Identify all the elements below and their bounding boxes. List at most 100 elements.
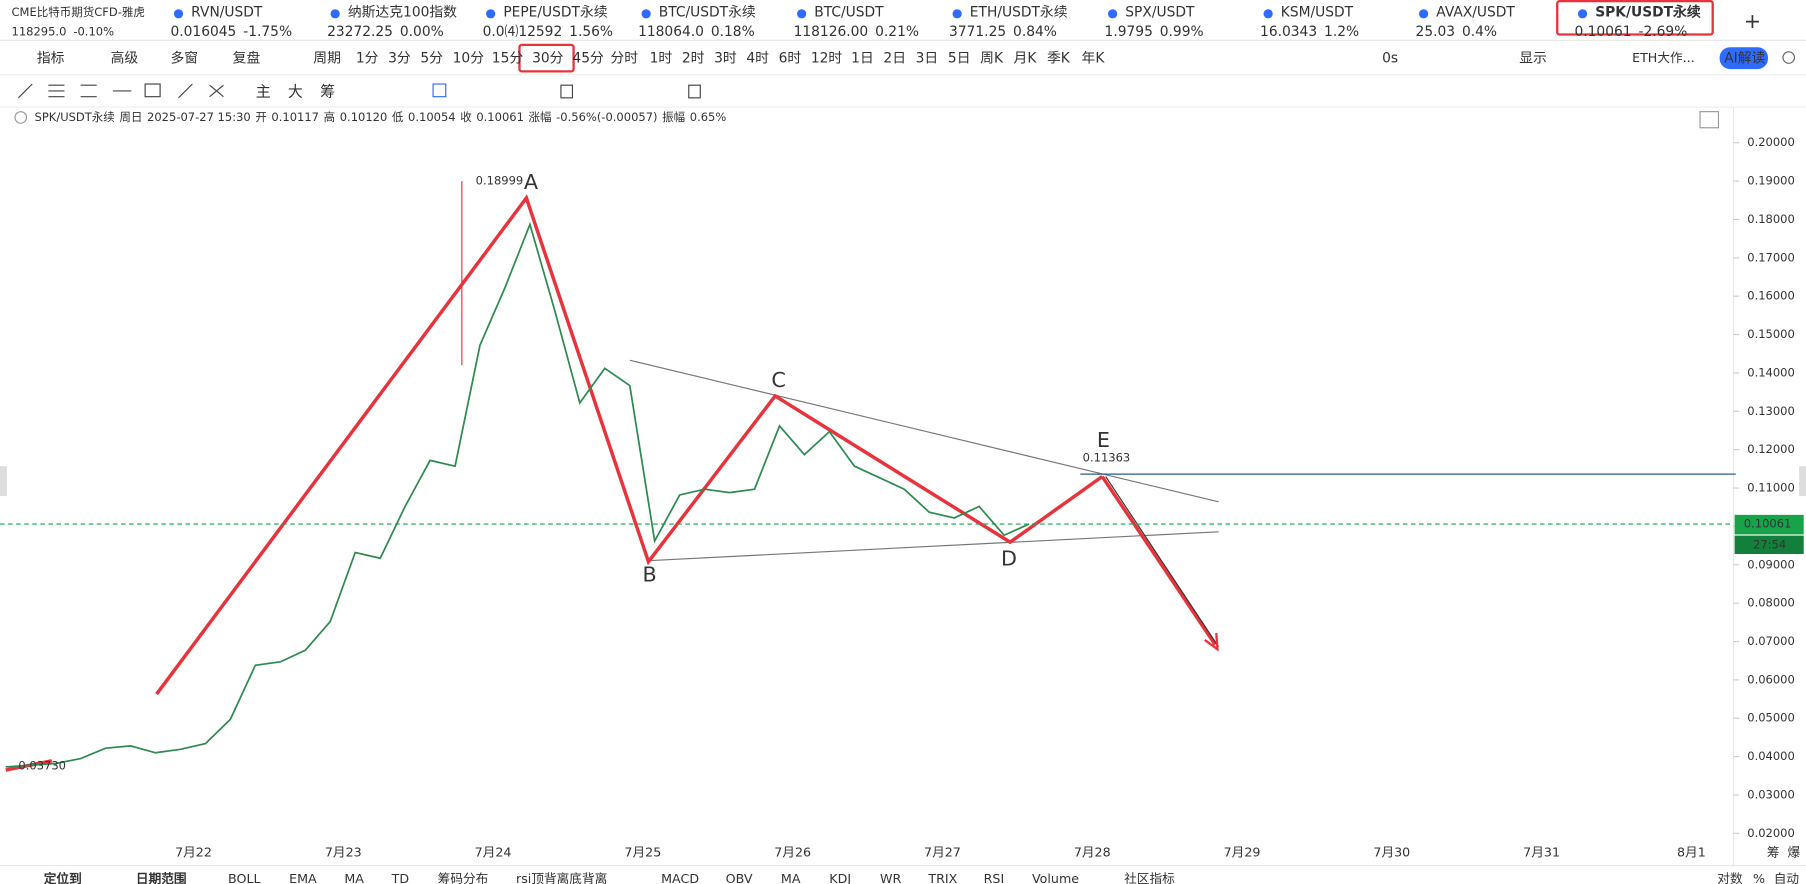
toolbar-item[interactable]: 1分 bbox=[356, 51, 379, 67]
ticker-name[interactable]: BTC/USDT bbox=[814, 5, 884, 21]
ticker-name[interactable]: SPK/USDT永续 bbox=[1595, 4, 1701, 21]
toolbar-item[interactable]: 年K bbox=[1082, 51, 1106, 67]
ticker-change[interactable]: 0.4% bbox=[1462, 24, 1497, 40]
ticker-price[interactable]: 0.0⑷12592 bbox=[483, 24, 563, 40]
tool[interactable]: 大 bbox=[288, 83, 303, 101]
ticker-name[interactable]: 纳斯达克100指数 bbox=[348, 5, 457, 21]
toolbar-item[interactable]: 45分 bbox=[572, 51, 604, 67]
toolbar-item[interactable]: 5分 bbox=[420, 51, 443, 67]
toolbar-item[interactable]: 3日 bbox=[916, 51, 939, 67]
toolbar-item[interactable]: 多窗 bbox=[170, 50, 198, 67]
ticker-change[interactable]: 0.99% bbox=[1160, 24, 1204, 40]
tool[interactable]: 筹 bbox=[320, 83, 335, 101]
bottom-left[interactable]: 定位到 bbox=[44, 871, 82, 884]
sub-indicator[interactable]: 社区指标 bbox=[1124, 871, 1175, 884]
bottom-right[interactable]: 对数 bbox=[1717, 871, 1743, 884]
ticker-change[interactable]: -2.69% bbox=[1638, 24, 1687, 40]
toolbar-item[interactable]: 12时 bbox=[811, 51, 843, 67]
ticker-name[interactable]: PEPE/USDT永续 bbox=[503, 5, 607, 21]
left-handle[interactable] bbox=[0, 466, 7, 497]
toolbar-item[interactable]: 高级 bbox=[111, 50, 139, 67]
toolbar-item[interactable]: 3时 bbox=[714, 51, 737, 67]
toolbar-item[interactable]: 3分 bbox=[388, 51, 411, 67]
toolbar-item[interactable]: 周K bbox=[980, 51, 1004, 67]
indicator[interactable]: EMA bbox=[289, 871, 317, 884]
toolbar-item[interactable]: 分时 bbox=[610, 51, 638, 67]
toolbar-item[interactable]: 4时 bbox=[746, 51, 769, 67]
ticker-price[interactable]: 3771.25 bbox=[949, 24, 1006, 40]
right-handle[interactable] bbox=[1799, 466, 1806, 497]
indicator[interactable]: TD bbox=[391, 871, 409, 884]
toolbar-item[interactable]: 15分 bbox=[492, 51, 524, 67]
fullscreen-icon[interactable] bbox=[1699, 111, 1720, 129]
toolbar-item[interactable]: 2时 bbox=[682, 51, 705, 67]
sub-indicator[interactable]: OBV bbox=[726, 871, 753, 884]
ticker-change[interactable]: 0.21% bbox=[875, 24, 919, 40]
indicator[interactable]: 筹码分布 bbox=[438, 871, 489, 884]
ticker-price[interactable]: 118064.0 bbox=[638, 24, 704, 40]
sub-indicator[interactable]: MACD bbox=[661, 871, 699, 884]
ticker-change[interactable]: 0.18% bbox=[711, 24, 755, 40]
bottom-left[interactable]: 日期范围 bbox=[136, 871, 187, 884]
ticker-name[interactable]: AVAX/USDT bbox=[1436, 5, 1515, 21]
sub-indicator[interactable]: RSI bbox=[984, 871, 1005, 884]
ticker-price[interactable]: 1.9795 bbox=[1105, 24, 1153, 40]
toolbar-item[interactable]: 复盘 bbox=[233, 50, 261, 67]
indicator[interactable]: rsi顶背离底背离 bbox=[516, 871, 607, 884]
ticker-name[interactable]: RVN/USDT bbox=[191, 5, 263, 21]
toolbar-item[interactable]: 10分 bbox=[453, 51, 485, 67]
ticker-change[interactable]: -0.10% bbox=[73, 25, 114, 39]
ticker-name[interactable]: SPX/USDT bbox=[1125, 5, 1195, 21]
bottom-right[interactable]: 自动 bbox=[1774, 871, 1799, 884]
toolbar-right[interactable]: 0s bbox=[1382, 51, 1398, 67]
toolbar-item[interactable]: 6时 bbox=[779, 51, 802, 67]
ticker-price[interactable]: 0.016045 bbox=[170, 24, 236, 40]
ticker-icon bbox=[1108, 9, 1118, 19]
ticker-change[interactable]: 0.00% bbox=[400, 24, 444, 40]
toolbar-item[interactable]: 月K bbox=[1014, 51, 1038, 67]
toolbar-right[interactable]: AI解读 bbox=[1724, 51, 1765, 67]
sub-indicator[interactable]: Volume bbox=[1032, 871, 1079, 884]
ticker-change[interactable]: 0.84% bbox=[1013, 24, 1057, 40]
toolbar-item[interactable]: 30分 bbox=[532, 51, 564, 67]
ticker-price[interactable]: 16.0343 bbox=[1260, 24, 1317, 40]
toolbar-item[interactable]: 1日 bbox=[851, 51, 874, 67]
pattern-point: A bbox=[524, 170, 538, 194]
ticker-change[interactable]: -1.75% bbox=[243, 24, 292, 40]
ticker-name[interactable]: BTC/USDT永续 bbox=[659, 5, 756, 21]
ticker-price[interactable]: 118295.0 bbox=[12, 25, 67, 39]
toolbar-item[interactable]: 指标 bbox=[37, 51, 65, 67]
sub-indicator[interactable]: KDJ bbox=[829, 871, 851, 884]
axis-extra[interactable]: 筹 bbox=[1767, 844, 1780, 859]
axis-extra[interactable]: 爆 bbox=[1788, 844, 1801, 859]
tool[interactable]: 主 bbox=[256, 83, 271, 101]
indicator[interactable]: MA bbox=[344, 871, 364, 884]
ticker-price[interactable]: 118126.00 bbox=[794, 24, 869, 40]
ticker-change[interactable]: 1.2% bbox=[1324, 24, 1359, 40]
ticker-name[interactable]: CME比特币期货CFD-雅虎 bbox=[12, 5, 145, 19]
ticker-change[interactable]: 1.56% bbox=[569, 24, 613, 40]
indicator[interactable]: BOLL bbox=[228, 871, 261, 884]
sub-indicator[interactable]: WR bbox=[880, 871, 902, 884]
level-label: 0.11363 bbox=[1083, 451, 1131, 465]
sub-indicator[interactable]: TRIX bbox=[927, 871, 957, 884]
legend-toggle[interactable] bbox=[14, 111, 28, 124]
toolbar-item[interactable]: 1时 bbox=[650, 51, 673, 67]
add-tab[interactable]: + bbox=[1744, 9, 1761, 33]
ticker-price[interactable]: 25.03 bbox=[1416, 24, 1456, 40]
ticker-price[interactable]: 23272.25 bbox=[327, 24, 393, 40]
bottom-right[interactable]: % bbox=[1753, 871, 1765, 884]
ai-button[interactable] bbox=[1719, 47, 1768, 70]
settings-icon[interactable] bbox=[1782, 51, 1796, 64]
toolbar-item[interactable]: 2日 bbox=[883, 51, 906, 67]
toolbar-item[interactable]: 周期 bbox=[313, 51, 341, 67]
toolbar-right[interactable]: 显示 bbox=[1519, 51, 1547, 67]
toolbar-item[interactable]: 季K bbox=[1047, 51, 1071, 67]
ticker-name[interactable]: KSM/USDT bbox=[1281, 5, 1354, 21]
sub-indicator[interactable]: MA bbox=[781, 871, 801, 884]
toolbar-right[interactable]: ETH大作... bbox=[1632, 50, 1695, 65]
toolbar-item[interactable]: 5日 bbox=[948, 51, 971, 67]
ticker-name[interactable]: ETH/USDT永续 bbox=[970, 5, 1068, 21]
ticker-icon bbox=[797, 9, 807, 19]
ticker-price[interactable]: 0.10061 bbox=[1574, 24, 1631, 40]
